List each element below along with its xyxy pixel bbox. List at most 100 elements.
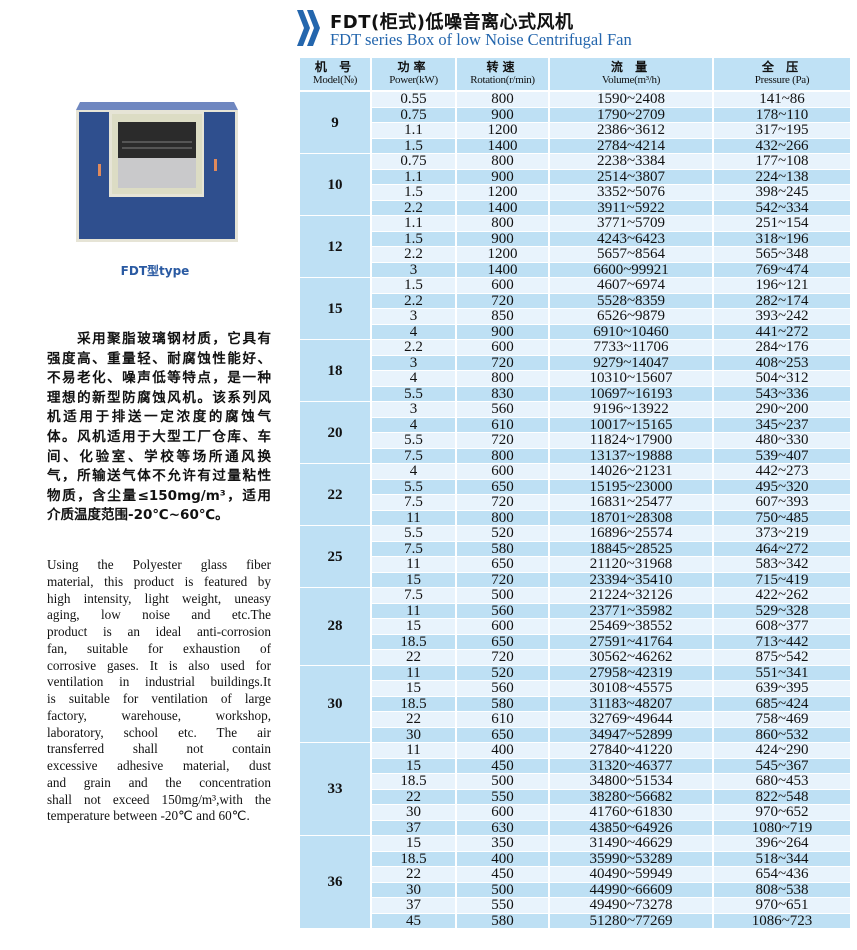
pressure-cell: 441~272 [712,324,852,340]
pressure-cell: 422~262 [712,587,852,604]
volume-cell: 40490~59949 [548,866,714,883]
description-line: material, this product is featured by [47,573,271,589]
pressure-cell: 713~442 [712,634,852,650]
volume-cell: 5528~8359 [548,293,714,309]
description-line: 强度高、重量轻、耐腐蚀性能好、 [47,350,271,367]
page-subtitle: FDT series Box of low Noise Centrifugal … [330,30,632,49]
table-row: 22 450 40490~59949 654~436 [299,866,852,883]
power-cell: 4 [370,463,457,480]
power-cell: 22 [370,789,457,805]
rotation-cell: 580 [455,913,550,929]
description-line: laboratory, school etc. The air [47,724,271,740]
table-row: 5.5 830 10697~16193 543~336 [299,386,852,402]
rotation-cell: 800 [455,448,550,464]
rotation-cell: 850 [455,308,550,325]
rotation-cell: 600 [455,618,550,635]
table-row: 5.5 720 11824~17900 480~330 [299,432,852,449]
table-row: 18.5 500 34800~51534 680~453 [299,773,852,790]
column-header-volume: 流 量 Volume(m³/h) [548,56,714,92]
pressure-cell: 396~264 [712,835,852,852]
column-header-cn: 功率 [397,60,430,74]
description-line: 介质温度范围-20℃~60℃。 [47,507,229,524]
pressure-cell: 317~195 [712,122,852,139]
table-row: 18.5 400 35990~53289 518~344 [299,851,852,867]
pressure-cell: 518~344 [712,851,852,867]
power-cell: 3 [370,401,457,418]
power-cell: 7.5 [370,448,457,464]
table-row: 30 600 41760~61830 970~652 [299,804,852,821]
pressure-cell: 318~196 [712,231,852,247]
table-row: 45 580 51280~77269 1086~723 [299,913,852,929]
volume-cell: 16896~25574 [548,525,714,542]
table-row: 4 900 6910~10460 441~272 [299,324,852,340]
table-row: 2.2 1400 3911~5922 542~334 [299,200,852,216]
rotation-cell: 500 [455,882,550,898]
power-cell: 11 [370,510,457,526]
pressure-cell: 504~312 [712,370,852,387]
column-header-pressure: 全 压 Pressure (Pa) [712,56,852,92]
column-header-power: 功率 Power(kW) [370,56,457,92]
power-cell: 18.5 [370,696,457,712]
pressure-cell: 680~453 [712,773,852,790]
pressure-cell: 715~419 [712,572,852,588]
pressure-cell: 398~245 [712,184,852,201]
pressure-cell: 583~342 [712,556,852,573]
volume-cell: 21120~31968 [548,556,714,573]
pressure-cell: 373~219 [712,525,852,542]
volume-cell: 43850~64926 [548,820,714,836]
description-chinese: 采用聚脂玻璃钢材质，它具有 强度高、重量轻、耐腐蚀性能好、 不易老化、噪声低等特点，… [47,330,271,526]
power-cell: 7.5 [370,587,457,604]
volume-cell: 18701~28308 [548,510,714,526]
table-row: 36 15 350 31490~46629 396~264 [298,835,852,929]
power-cell: 0.75 [370,153,457,170]
table-row: 11 560 23771~35982 529~328 [299,603,852,619]
pressure-cell: 284~176 [712,339,852,356]
table-row: 18.5 580 31183~48207 685~424 [299,696,852,712]
column-header-cn: 转速 [486,60,519,74]
rotation-cell: 800 [455,370,550,387]
rotation-cell: 400 [455,742,550,759]
table-row: 18.5 650 27591~41764 713~442 [299,634,852,650]
power-cell: 30 [370,882,457,898]
description-line: product is an ideal anti-corrosion [47,624,271,639]
pressure-cell: 432~266 [712,138,852,154]
pressure-cell: 685~424 [712,696,852,712]
pressure-cell: 822~548 [712,789,852,805]
volume-cell: 1790~2709 [548,107,714,123]
table-row: 28 7.5 500 21224~32126 422~262 [298,587,852,666]
column-header-cn: 全 压 [761,60,803,74]
rotation-cell: 720 [455,293,550,309]
rotation-cell: 800 [455,91,550,108]
table-row: 11 800 18701~28308 750~485 [299,510,852,526]
model-cell: 25 [298,525,372,588]
power-cell: 15 [370,680,457,697]
power-cell: 15 [370,618,457,635]
power-cell: 1.5 [370,231,457,247]
power-cell: 2.2 [370,339,457,356]
table-row: 5.5 650 15195~23000 495~320 [299,479,852,495]
pressure-cell: 808~538 [712,882,852,898]
pressure-cell: 545~367 [712,758,852,774]
volume-cell: 27591~41764 [548,634,714,650]
power-cell: 45 [370,913,457,929]
volume-cell: 3911~5922 [548,200,714,216]
table-row: 15 600 25469~38552 608~377 [299,618,852,635]
model-cell: 33 [298,742,372,836]
description-line: factory, warehouse, workshop, [47,707,271,723]
rotation-cell: 500 [455,773,550,790]
rotation-cell: 720 [455,572,550,588]
volume-cell: 10310~15607 [548,370,714,387]
column-header-en: Volume(m³/h) [601,74,661,86]
spec-table: 机 号 Model(№) 功率 Power(kW) 转速 Rotation(r/min) 流… [298,56,852,929]
power-cell: 22 [370,649,457,666]
rotation-cell: 900 [455,169,550,185]
table-row: 22 4 600 14026~21231 442~273 [298,463,852,526]
volume-cell: 32769~49644 [548,711,714,728]
power-cell: 1.5 [370,277,457,294]
rotation-cell: 400 [455,851,550,867]
table-row: 7.5 720 16831~25477 607~393 [299,494,852,511]
power-cell: 15 [370,835,457,852]
volume-cell: 10017~15165 [548,417,714,433]
pressure-cell: 539~407 [712,448,852,464]
rotation-cell: 580 [455,696,550,712]
